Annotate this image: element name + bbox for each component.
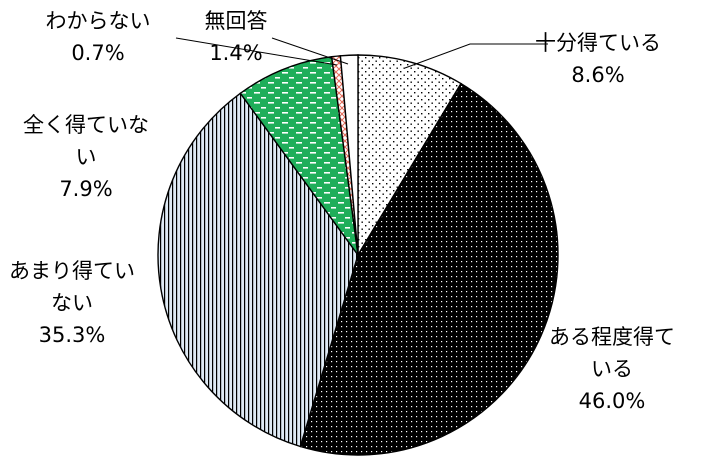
slice-category-label-1: いる xyxy=(591,357,633,381)
slice-percent-label-4: 0.7% xyxy=(71,41,124,65)
pie-slice-5 xyxy=(339,54,359,256)
leader-line-0 xyxy=(404,43,548,69)
slice-percent-label-0: 8.6% xyxy=(571,63,624,87)
slice-category-label-1: ある程度得て xyxy=(549,325,675,349)
pie-slice-2 xyxy=(157,92,359,448)
slice-category-label-3: 全く得ていな xyxy=(23,113,149,137)
pie-slice-1 xyxy=(299,82,559,456)
pie-slice-3 xyxy=(239,55,359,256)
slice-category-label-4: わからない xyxy=(46,9,151,33)
slice-percent-label-3: 7.9% xyxy=(59,177,112,201)
leader-line-4 xyxy=(175,37,338,66)
slice-category-label-2: あまり得てい xyxy=(9,259,135,283)
slice-percent-label-5: 1.4% xyxy=(209,41,262,65)
slice-category-label-2: ない xyxy=(51,291,93,315)
slice-category-label-5: 無回答 xyxy=(205,9,268,33)
slice-category-label-0: 十分得ている xyxy=(535,31,661,55)
pie-slice-0 xyxy=(357,54,462,258)
slice-category-label-3: い xyxy=(76,145,97,169)
slice-percent-label-2: 35.3% xyxy=(39,323,106,347)
leader-line-5 xyxy=(271,37,349,65)
slice-percent-label-1: 46.0% xyxy=(579,389,646,413)
